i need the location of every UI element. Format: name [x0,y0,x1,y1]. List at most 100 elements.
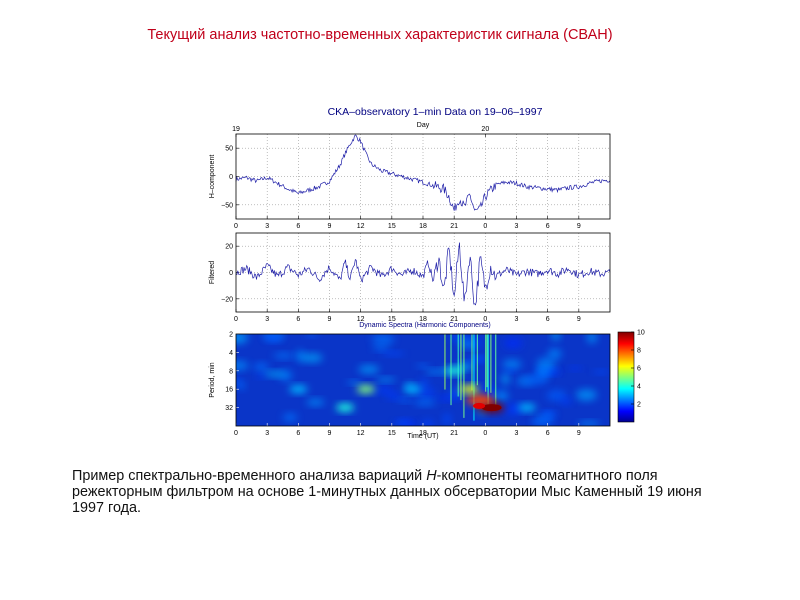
spectrum-streak [486,334,488,388]
x-tick-label: 3 [265,430,269,437]
spectrum-streak [487,334,489,410]
spectrum-peak [481,404,502,412]
x-tick-label: 21 [450,430,458,437]
grid [235,233,610,312]
geomagnetic-figure: CKA–observatory 1–min Data on 19–06–1997… [200,100,660,445]
x-tick-label: 6 [546,316,550,323]
x-tick-label: 0 [234,430,238,437]
spectrum-feature [460,385,479,394]
spectrum-blob [346,380,362,385]
x-tick-label: 18 [419,430,427,437]
x-tick-label: 9 [328,223,332,230]
y-tick-label: 0 [229,174,233,181]
spectrum-blob [306,398,325,406]
spectrum-blob [236,378,241,386]
y-tick-label: 32 [225,405,233,412]
x-tick-label: 6 [546,223,550,230]
top-axis-label: Day [417,122,430,129]
spectrum-blob [531,419,554,425]
x-tick-label: 15 [388,430,396,437]
spectrum-blob [586,334,597,343]
figure-caption: Пример спектрально-временного анализа ва… [72,468,732,516]
spectrum-blob [504,368,516,373]
spectrum-blob [282,413,298,422]
spectrum-feature [403,385,422,394]
spectrum-blob [436,395,459,402]
spectrum-streak [444,334,446,390]
spectrum-blob [416,388,437,398]
spectrum-blob [503,337,523,349]
top-tick-label: 20 [481,126,489,133]
h-component-panel: 0 3 6 9 12 15 18 21 0 3 6 9 50 0 −50 H–component 19 20 [209,126,611,230]
figure-canvas: CKA–observatory 1–min Data on 19–06–1997… [209,106,645,440]
plot-frame [235,232,611,313]
spectrum-streak [457,334,459,397]
x-tick-label: 0 [234,316,238,323]
x-tick-label: 21 [450,316,458,323]
spectrum-blob [501,373,510,385]
spectrum-blob [502,359,522,370]
spectrum-feature [356,385,375,394]
x-tick-label: 21 [450,223,458,230]
spectrum-streak [485,334,487,392]
x-tick-label: 0 [234,223,238,230]
data-series-line [235,242,611,306]
spectrum-blob [375,377,396,383]
x-tick-label: 3 [265,316,269,323]
spectrum-blob [592,369,609,375]
spectrum-feature [466,394,495,405]
y-axis-label: Filtered [209,261,216,284]
y-tick-label: 50 [225,146,233,153]
x-tick-label: 9 [577,430,581,437]
x-tick-label: 3 [265,223,269,230]
spectrum-blob [397,398,414,403]
spectrum-blob [358,365,380,374]
spectrum-streak [490,334,492,393]
spectrum-blob [414,398,436,406]
x-tick-label: 0 [483,223,487,230]
x-tick-label: 6 [296,223,300,230]
spectrum-streak [473,334,475,421]
data-series-line [235,134,611,211]
spectrum-blob [459,340,476,349]
x-tick-label: 0 [483,316,487,323]
spectrum-blob [306,334,318,337]
spectrum-blob [421,419,434,426]
x-tick-label: 12 [357,223,365,230]
colorbar-tick-label: 2 [637,402,641,409]
y-tick-label: 20 [225,244,233,251]
spectrum-streak [476,334,478,386]
x-tick-label: 9 [328,316,332,323]
y-tick-label: 16 [225,387,233,394]
y-tick-label: 4 [229,350,233,357]
x-tick-label: 3 [515,223,519,230]
y-tick-label: 0 [229,270,233,277]
y-axis-label: H–component [209,155,216,199]
colorbar: 10 8 6 4 2 [617,330,645,423]
top-tick-label: 19 [232,126,240,133]
x-tick-label: 6 [546,430,550,437]
spectrum-streak [463,334,465,418]
spectrum-peak [473,402,486,409]
spectrum-feature [445,366,464,375]
spectrum-blob [425,368,449,375]
x-axis-label: Time (UT) [407,433,438,440]
spectrum-features [236,334,609,426]
caption-italic: H [426,468,437,484]
x-tick-label: 3 [515,430,519,437]
spectra-title: Dynamic Spectra (Harmonic Components) [359,322,491,329]
colorbar-tick-label: 6 [637,366,641,373]
spectrum-blob [503,403,523,415]
spectrum-blob [236,360,249,371]
spectrum-blob [536,357,556,370]
y-tick-label: 2 [229,332,233,339]
x-tick-label: 12 [357,316,365,323]
spectrum-blob [264,370,285,378]
spectrum-blob [418,379,430,388]
colorbar-tick-label: 10 [637,330,645,337]
spectrum-blob [256,373,266,379]
spectrum-blob [236,334,248,344]
chart-title: CKA–observatory 1–min Data on 19–06–1997 [328,106,543,118]
x-tick-label: 9 [328,430,332,437]
spectrum-blob [547,348,562,360]
